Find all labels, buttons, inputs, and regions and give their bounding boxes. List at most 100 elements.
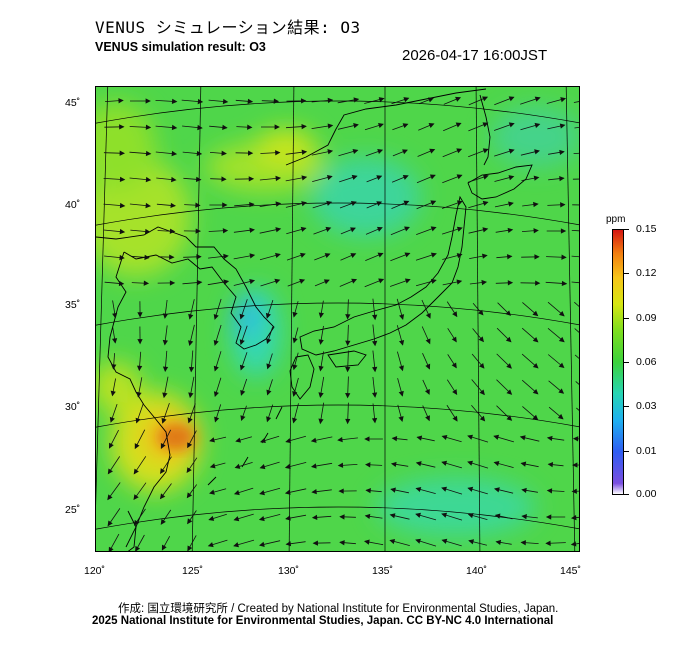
colorbar-label-0.03: 0.03 xyxy=(636,400,657,412)
wind-arrow-head xyxy=(398,390,404,397)
wind-arrow-head xyxy=(318,365,324,372)
wind-arrow-head xyxy=(353,97,360,103)
wind-arrow-head xyxy=(162,313,169,319)
wind-arrow-head xyxy=(136,391,142,398)
wind-arrow-head xyxy=(145,98,151,104)
wind-arrow-head xyxy=(571,488,577,494)
ozone-map[interactable] xyxy=(95,86,580,552)
wind-arrow-head xyxy=(143,280,150,286)
wind-arrow-head xyxy=(430,200,437,206)
wind-arrow-head xyxy=(188,392,194,399)
wind-arrow-head xyxy=(275,227,282,233)
wind-arrow-head xyxy=(188,366,195,373)
wind-arrow-head xyxy=(275,175,281,182)
wind-arrow-head xyxy=(196,254,202,260)
wind-arrow-head xyxy=(265,312,271,319)
wind-arrow-head xyxy=(415,538,421,544)
wind-arrow-head xyxy=(326,200,333,206)
wind-arrow-head xyxy=(312,540,319,546)
wind-arrow-head xyxy=(275,201,282,207)
wind-arrow-head xyxy=(145,202,151,209)
wind-arrow-head xyxy=(326,174,333,181)
wind-arrow-head xyxy=(234,463,241,469)
wind-arrow-head xyxy=(479,362,485,369)
wind-arrow-head xyxy=(482,174,489,180)
wind-arrow-head xyxy=(430,226,437,232)
wind-arrow-head xyxy=(327,149,334,155)
wind-arrow-head xyxy=(493,460,500,467)
wind-arrow-head xyxy=(327,123,334,129)
wind-arrow-head xyxy=(372,314,378,321)
wind-arrow-head xyxy=(318,418,324,425)
wind-arrow-head xyxy=(532,388,539,395)
wind-arrow-head xyxy=(233,490,240,496)
wind-arrow-head xyxy=(376,175,383,181)
wind-arrow-head xyxy=(345,340,351,346)
wind-arrow-head xyxy=(258,515,265,522)
wind-arrow-head xyxy=(441,538,448,544)
wind-arrow-head xyxy=(162,392,168,399)
wind-arrow-head xyxy=(494,513,501,519)
wind-arrow-head xyxy=(196,150,203,157)
wind-arrow-head xyxy=(107,468,113,475)
wind-arrow-head xyxy=(508,175,515,181)
wind-arrow-head xyxy=(292,391,298,397)
wind-arrow-head xyxy=(534,149,540,155)
wind-arrow-head xyxy=(403,200,410,206)
wind-arrow-head xyxy=(266,338,272,345)
wind-arrow-head xyxy=(233,542,239,548)
wind-arrow-head xyxy=(532,310,539,317)
wind-arrow-head xyxy=(187,545,193,551)
wind-arrow-head xyxy=(520,461,527,467)
wind-arrow-head xyxy=(519,435,526,441)
wind-arrow-head xyxy=(119,150,126,156)
wind-arrow-head xyxy=(429,148,436,154)
wind-arrow-head xyxy=(195,202,201,208)
wind-arrow-head xyxy=(482,200,489,206)
wind-arrow-head xyxy=(109,416,115,423)
wind-arrow-head xyxy=(119,124,125,130)
credit-license: 2025 National Institute for Environmenta… xyxy=(92,615,554,627)
wind-arrow-head xyxy=(233,516,240,522)
wind-arrow-head xyxy=(284,463,291,470)
wind-arrow-head xyxy=(187,518,193,525)
wind-arrow-head xyxy=(482,122,489,128)
wind-arrow-head xyxy=(188,313,194,320)
wind-arrow-head xyxy=(452,415,458,422)
wind-arrow-head xyxy=(318,339,324,345)
wind-arrow-head xyxy=(546,435,553,441)
wind-arrow-head xyxy=(559,123,566,129)
wind-arrow-head xyxy=(260,437,266,443)
wind-arrow-head xyxy=(273,98,280,104)
wind-arrow-head xyxy=(430,252,437,258)
wind-arrow-head xyxy=(300,252,306,258)
wind-arrow-head xyxy=(521,487,527,494)
wind-arrow-head xyxy=(160,519,166,525)
wind-arrow-head xyxy=(376,201,383,207)
wind-arrow-head xyxy=(402,123,409,129)
wind-arrow-head xyxy=(558,310,565,317)
wind-arrow-head xyxy=(424,388,430,395)
wind-arrow-head xyxy=(197,98,204,105)
wind-arrow-head xyxy=(561,280,568,287)
wind-arrow-head xyxy=(300,226,307,232)
page-subtitle: VENUS simulation result: O3 xyxy=(95,40,266,54)
wind-arrow-head xyxy=(534,254,540,260)
wind-arrow-head xyxy=(285,515,291,521)
wind-arrow-head xyxy=(345,392,351,399)
colorbar-label-0.09: 0.09 xyxy=(636,312,657,324)
wind-arrow-head xyxy=(404,278,411,284)
wind-arrow-head xyxy=(506,389,513,395)
wind-arrow-head xyxy=(389,513,396,519)
wind-arrow-head xyxy=(508,122,515,128)
wind-arrow-head xyxy=(318,392,324,398)
wind-arrow-head xyxy=(451,336,457,343)
latitude-line xyxy=(96,100,579,124)
wind-arrow-head xyxy=(505,336,512,343)
wind-arrow-head xyxy=(545,540,551,546)
wind-arrow-head xyxy=(285,438,292,444)
wind-arrow-head xyxy=(195,228,202,234)
wind-arrow-head xyxy=(214,416,220,423)
wind-arrow-head xyxy=(353,123,359,129)
wind-arrow-head xyxy=(456,148,463,154)
